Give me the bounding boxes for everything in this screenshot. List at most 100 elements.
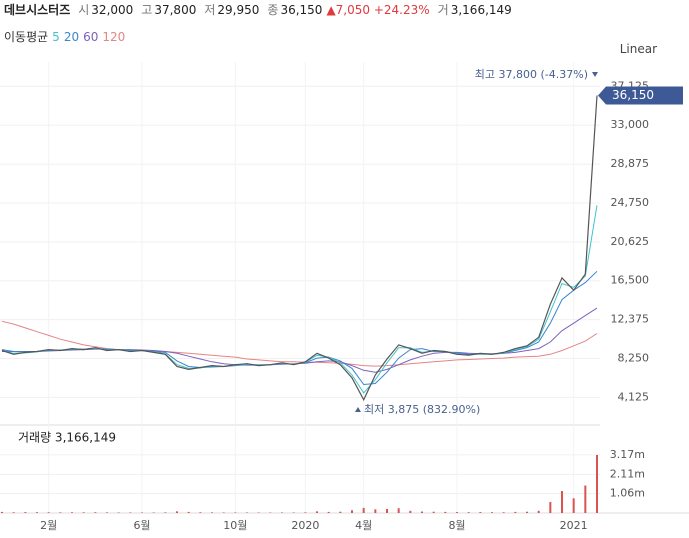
volume-bar (187, 511, 190, 513)
volume-title: 거래량 3,166,149 (18, 431, 116, 445)
volume-bar (514, 511, 517, 513)
volume-bar (339, 511, 342, 513)
high-marker (592, 72, 598, 77)
volume-bar (222, 512, 225, 513)
volume-bar (152, 512, 155, 513)
volume-bar (12, 512, 15, 513)
volume-bar (141, 512, 143, 513)
ma-legend-title: 이동평균 (4, 30, 49, 44)
price-fields: 시 32,000 고 37,800 저 29,950 종 36,150 (70, 3, 322, 17)
x-tick-label: 6월 (133, 519, 150, 532)
volume-bar (327, 511, 330, 513)
legend-entry: 120 (102, 30, 126, 44)
current-price-label: 36,150 (612, 88, 654, 102)
legend-entry: 5 (52, 30, 60, 44)
volume-bar (526, 511, 528, 513)
low-annotation: 최저 3,875 (832.90%) (364, 403, 480, 416)
legend-entry: 60 (83, 30, 99, 44)
volume-bar (386, 508, 388, 513)
y-tick-label: 16,500 (611, 274, 650, 287)
field-label: 시 (78, 3, 90, 17)
y-tick-label: 3.17m (610, 448, 645, 461)
y-tick-label: 2.11m (610, 467, 645, 480)
volume-bar (59, 512, 62, 513)
ma-line (2, 307, 598, 373)
field-value: 32,000 (91, 3, 134, 17)
field-label: 고 (141, 3, 153, 17)
x-tick-label: 8월 (448, 519, 465, 532)
legend-entry: 20 (63, 30, 80, 44)
x-tick-label: 2021 (560, 519, 588, 532)
volume-bar (549, 502, 552, 513)
volume-bar (1, 511, 3, 513)
y-tick-label: 20,625 (611, 235, 650, 248)
volume-bar (47, 512, 50, 513)
volume-bar (491, 512, 493, 513)
x-tick-label: 4월 (355, 519, 372, 532)
x-tick-label: 2월 (40, 519, 57, 532)
scale-button[interactable]: Linear (619, 42, 657, 56)
price-line (1, 95, 598, 402)
volume-bar (467, 512, 470, 513)
volume-bar (246, 512, 248, 513)
volume-bar (24, 512, 27, 513)
volume-bar (234, 512, 237, 513)
volume-bar (444, 511, 447, 513)
change: ▲7,050 +24.23% (326, 3, 430, 17)
ma-line (1, 320, 598, 367)
field-label: 종 (267, 3, 279, 17)
volume-bar (421, 511, 423, 513)
volume-bar (199, 512, 202, 513)
volume-bar (561, 491, 563, 513)
volume-bar (572, 498, 575, 513)
stock-name: 데브시스터즈 (4, 3, 71, 17)
volume-bar (456, 512, 458, 513)
volume-bar (176, 511, 178, 513)
volume-bar (409, 510, 412, 513)
y-tick-label: 33,000 (611, 118, 650, 131)
y-tick-label: 8,250 (618, 352, 650, 365)
y-tick-label: 24,750 (611, 196, 650, 209)
volume-bar (537, 510, 540, 513)
volume-bar (129, 512, 132, 513)
field-value: 29,950 (217, 3, 260, 17)
volume-bar (94, 512, 97, 513)
low-marker (355, 407, 361, 412)
volume-bar (164, 512, 167, 513)
volume-bar (502, 512, 505, 513)
volume-bar (584, 485, 587, 513)
volume-label: 거 (437, 3, 449, 17)
volume-bar (36, 512, 38, 513)
x-tick-label: 2020 (291, 519, 319, 532)
volume-bar (432, 511, 435, 513)
y-tick-label: 1.06m (610, 487, 645, 500)
volume-bar (281, 512, 283, 513)
volume-bar (71, 512, 73, 513)
volume-bar (292, 512, 295, 513)
volume-bar (397, 508, 400, 513)
change-pct: +24.23% (373, 3, 430, 17)
ma-legend: 이동평균 5 20 60 120 (4, 28, 129, 45)
field-label: 저 (204, 3, 216, 17)
ma-line (1, 270, 598, 386)
volume-bar (362, 507, 365, 513)
header: 데브시스터즈 시 32,000 고 37,800 저 29,950 종 36,150 ▲7,050… (4, 1, 512, 18)
y-tick-label: 4,125 (618, 390, 650, 403)
change-value: 7,050 (335, 3, 371, 17)
volume-bar (82, 512, 85, 513)
volume-bar (316, 511, 318, 513)
x-tick-label: 10월 (223, 519, 247, 532)
volume-bar (211, 512, 213, 513)
ma-line (1, 205, 598, 394)
volume-bar (596, 454, 598, 513)
current-price-box (598, 86, 683, 105)
volume-bar (351, 510, 353, 513)
high-annotation: 최고 37,800 (-4.37%) (475, 68, 588, 81)
y-tick-label: 28,875 (611, 157, 650, 170)
volume-value: 3,166,149 (450, 3, 512, 17)
volume-bar (106, 512, 108, 513)
field-value: 37,800 (154, 3, 197, 17)
volume-bar (304, 512, 307, 513)
